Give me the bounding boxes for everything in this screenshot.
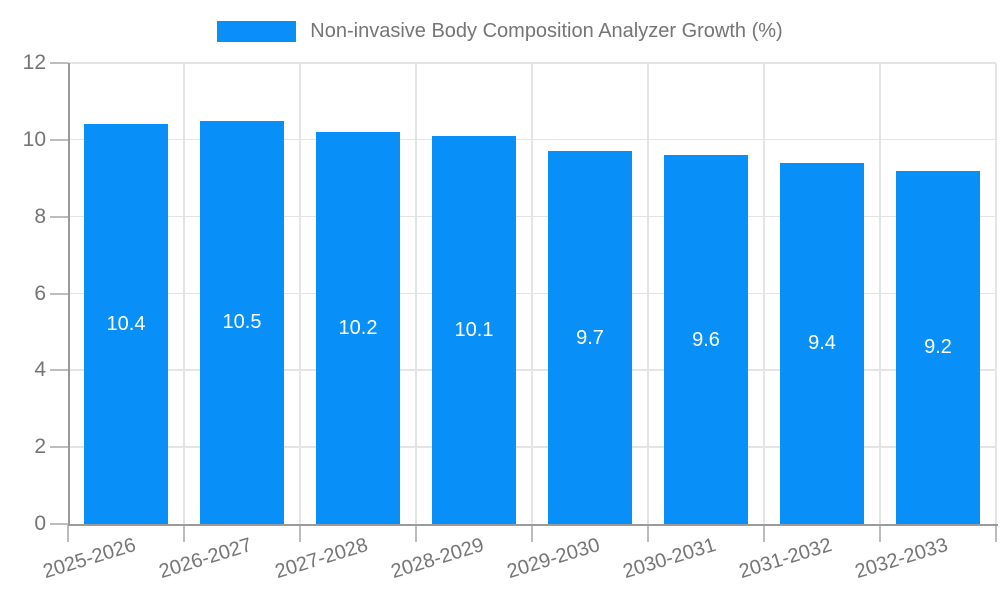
- x-axis-tick: [67, 524, 69, 542]
- bar-value-label: 9.2: [924, 336, 952, 359]
- y-axis-tick: [50, 62, 68, 64]
- legend-swatch-icon: [217, 20, 297, 42]
- y-axis-line: [68, 63, 70, 526]
- vertical-gridline: [995, 63, 997, 524]
- y-axis-tick-label: 0: [34, 512, 46, 535]
- bar-value-label: 10.2: [338, 317, 378, 340]
- bar-value-label: 9.7: [576, 326, 604, 349]
- bar-2026-2027[interactable]: [200, 120, 284, 524]
- y-axis-tick: [50, 523, 68, 525]
- x-axis-tick: [299, 524, 301, 542]
- bar-2025-2026[interactable]: [84, 124, 168, 524]
- vertical-gridline: [299, 63, 301, 524]
- x-axis-tick: [531, 524, 533, 542]
- bar-2031-2032[interactable]: [780, 162, 864, 524]
- vertical-gridline: [647, 63, 649, 524]
- bar-2029-2030[interactable]: [548, 151, 632, 524]
- x-axis-line: [68, 524, 998, 526]
- vertical-gridline: [763, 63, 765, 524]
- x-axis-tick: [183, 524, 185, 542]
- vertical-gridline: [879, 63, 881, 524]
- y-axis-tick: [50, 215, 68, 218]
- x-axis-tick: [415, 524, 417, 542]
- y-axis-tick: [50, 138, 68, 141]
- vertical-gridline: [183, 63, 185, 524]
- y-axis-tick: [50, 292, 68, 295]
- bar-value-label: 9.6: [692, 328, 720, 351]
- bar-value-label: 10.5: [222, 311, 262, 334]
- bar-value-label: 10.4: [106, 313, 146, 336]
- bar-2032-2033[interactable]: [896, 170, 980, 524]
- y-axis-tick-label: 6: [34, 281, 46, 305]
- bar-2027-2028[interactable]: [316, 132, 400, 524]
- bar-value-label: 9.4: [808, 332, 836, 355]
- y-axis-tick: [50, 369, 68, 372]
- chart-legend[interactable]: Non-invasive Body Composition Analyzer G…: [0, 16, 1000, 46]
- y-axis-tick-label: 8: [34, 204, 46, 228]
- y-axis-tick: [50, 446, 68, 449]
- horizontal-gridline: [68, 62, 996, 64]
- x-axis-tick: [647, 524, 649, 542]
- y-axis-tick-label: 10: [22, 127, 46, 151]
- x-axis-tick: [995, 524, 997, 542]
- x-axis-tick: [763, 524, 765, 542]
- bar-2030-2031[interactable]: [664, 155, 748, 524]
- vertical-gridline: [531, 63, 533, 524]
- vertical-gridline: [415, 63, 417, 524]
- bar-value-label: 10.1: [454, 318, 494, 341]
- x-axis-tick: [879, 524, 881, 542]
- y-axis-tick-label: 12: [22, 51, 46, 74]
- bar-2028-2029[interactable]: [432, 135, 516, 524]
- y-axis-tick-label: 4: [34, 358, 46, 382]
- y-axis-tick-label: 2: [34, 435, 46, 459]
- legend-series-label: Non-invasive Body Composition Analyzer G…: [310, 19, 783, 42]
